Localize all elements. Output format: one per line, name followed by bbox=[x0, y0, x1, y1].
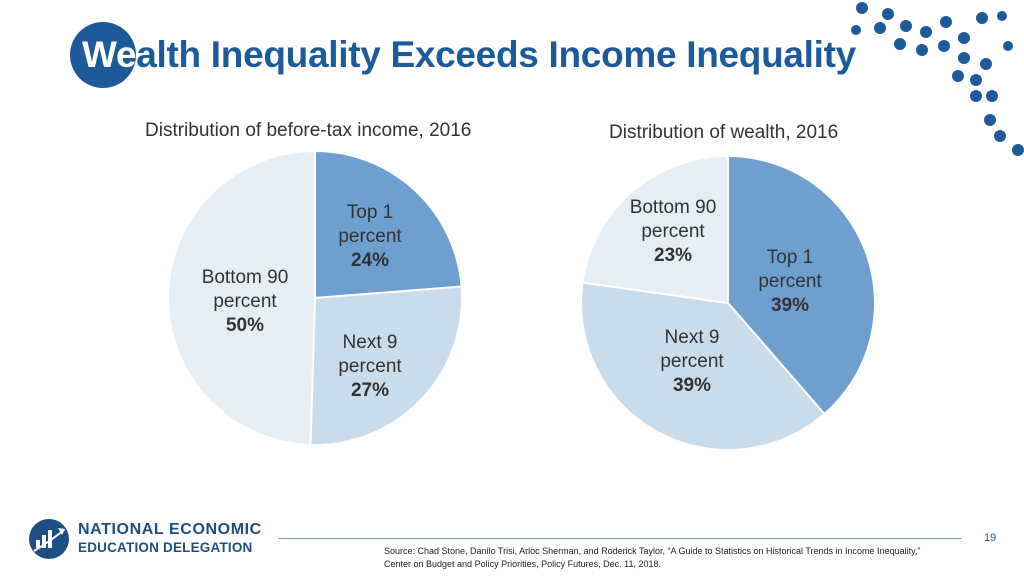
slice-label: Top 1 bbox=[347, 202, 393, 223]
decorative-dot bbox=[916, 44, 928, 56]
decorative-dot bbox=[882, 8, 894, 20]
slice-label: percent bbox=[338, 226, 402, 247]
decorative-dot bbox=[994, 130, 1006, 142]
title-badge bbox=[70, 22, 136, 88]
income-pie-chart: Distribution of before-tax income, 2016 T… bbox=[140, 110, 490, 455]
decorative-dot-pattern bbox=[851, 2, 1024, 156]
slice-label: Bottom 90 bbox=[202, 267, 289, 288]
pie-slice bbox=[314, 149, 463, 300]
logo-text-line1: NATIONAL ECONOMIC bbox=[78, 521, 262, 538]
slice-label: percent bbox=[660, 351, 724, 372]
decorative-dot bbox=[894, 38, 906, 50]
decorative-dot bbox=[970, 90, 982, 102]
wealth-pie-svg: Distribution of wealth, 2016 Top 1 percent… bbox=[580, 122, 876, 451]
pie-slice bbox=[581, 154, 729, 305]
decorative-dot bbox=[952, 70, 964, 82]
slice-label: percent bbox=[338, 356, 402, 377]
decorative-dot bbox=[980, 58, 992, 70]
pie-slice bbox=[167, 149, 316, 446]
decorative-dot bbox=[856, 2, 868, 14]
source-line-1: Source: Chad Stone, Danilo Trisi, Arloc … bbox=[384, 546, 921, 556]
decorative-dot bbox=[1012, 144, 1024, 156]
decorative-dot bbox=[984, 114, 996, 126]
slice-label: percent bbox=[641, 221, 705, 242]
slice-label: Next 9 bbox=[343, 332, 398, 353]
source-line-2: Center on Budget and Policy Priorities, … bbox=[384, 559, 661, 569]
pie-slice bbox=[727, 154, 876, 416]
slice-label: percent bbox=[758, 271, 822, 292]
decorative-dot bbox=[986, 90, 998, 102]
decorative-dot bbox=[958, 52, 970, 64]
logo-globe-icon bbox=[29, 519, 69, 559]
slice-label: Top 1 bbox=[767, 247, 813, 268]
decorative-dot bbox=[958, 32, 970, 44]
slice-value-label: 39% bbox=[771, 295, 809, 316]
decorative-dot bbox=[940, 16, 952, 28]
title-rest: alth Inequality Exceeds Income Inequalit… bbox=[136, 34, 856, 75]
decorative-dot bbox=[851, 25, 861, 35]
slice-value-label: 23% bbox=[654, 245, 692, 266]
pie-slice bbox=[580, 281, 826, 451]
slice-label: percent bbox=[213, 291, 277, 312]
wealth-pie-chart: Distribution of wealth, 2016 Top 1 percent… bbox=[575, 110, 925, 455]
slice-value-label: 50% bbox=[226, 315, 264, 336]
page-number: 19 bbox=[984, 532, 997, 544]
slice-value-label: 39% bbox=[673, 375, 711, 396]
page-title: Wealth Inequality Exceeds Income Inequal… bbox=[82, 34, 856, 76]
income-pie-svg: Distribution of before-tax income, 2016 T… bbox=[145, 120, 471, 446]
slice-value-label: 24% bbox=[351, 250, 389, 271]
nced-logo[interactable]: NATIONAL ECONOMIC EDUCATION DELEGATION bbox=[28, 518, 278, 562]
pie-slice bbox=[309, 285, 463, 446]
decorative-dot bbox=[920, 26, 932, 38]
chart-title: Distribution of wealth, 2016 bbox=[609, 122, 838, 143]
decorative-dot bbox=[976, 12, 988, 24]
logo-text-line2: EDUCATION DELEGATION bbox=[78, 540, 253, 555]
decorative-dot bbox=[938, 40, 950, 52]
slice-label: Bottom 90 bbox=[630, 197, 717, 218]
decorative-dot bbox=[1003, 41, 1013, 51]
decorative-dot bbox=[874, 22, 886, 34]
decorative-dot bbox=[997, 11, 1007, 21]
chart-title: Distribution of before-tax income, 2016 bbox=[145, 120, 471, 141]
decorative-dot bbox=[970, 74, 982, 86]
footer-divider bbox=[278, 538, 962, 539]
title-first-letters: We bbox=[82, 34, 137, 75]
title-area: Wealth Inequality Exceeds Income Inequal… bbox=[70, 22, 856, 88]
slice-value-label: 27% bbox=[351, 380, 389, 401]
decorative-dot bbox=[900, 20, 912, 32]
slice-label: Next 9 bbox=[665, 327, 720, 348]
source-citation: Source: Chad Stone, Danilo Trisi, Arloc … bbox=[384, 545, 984, 571]
